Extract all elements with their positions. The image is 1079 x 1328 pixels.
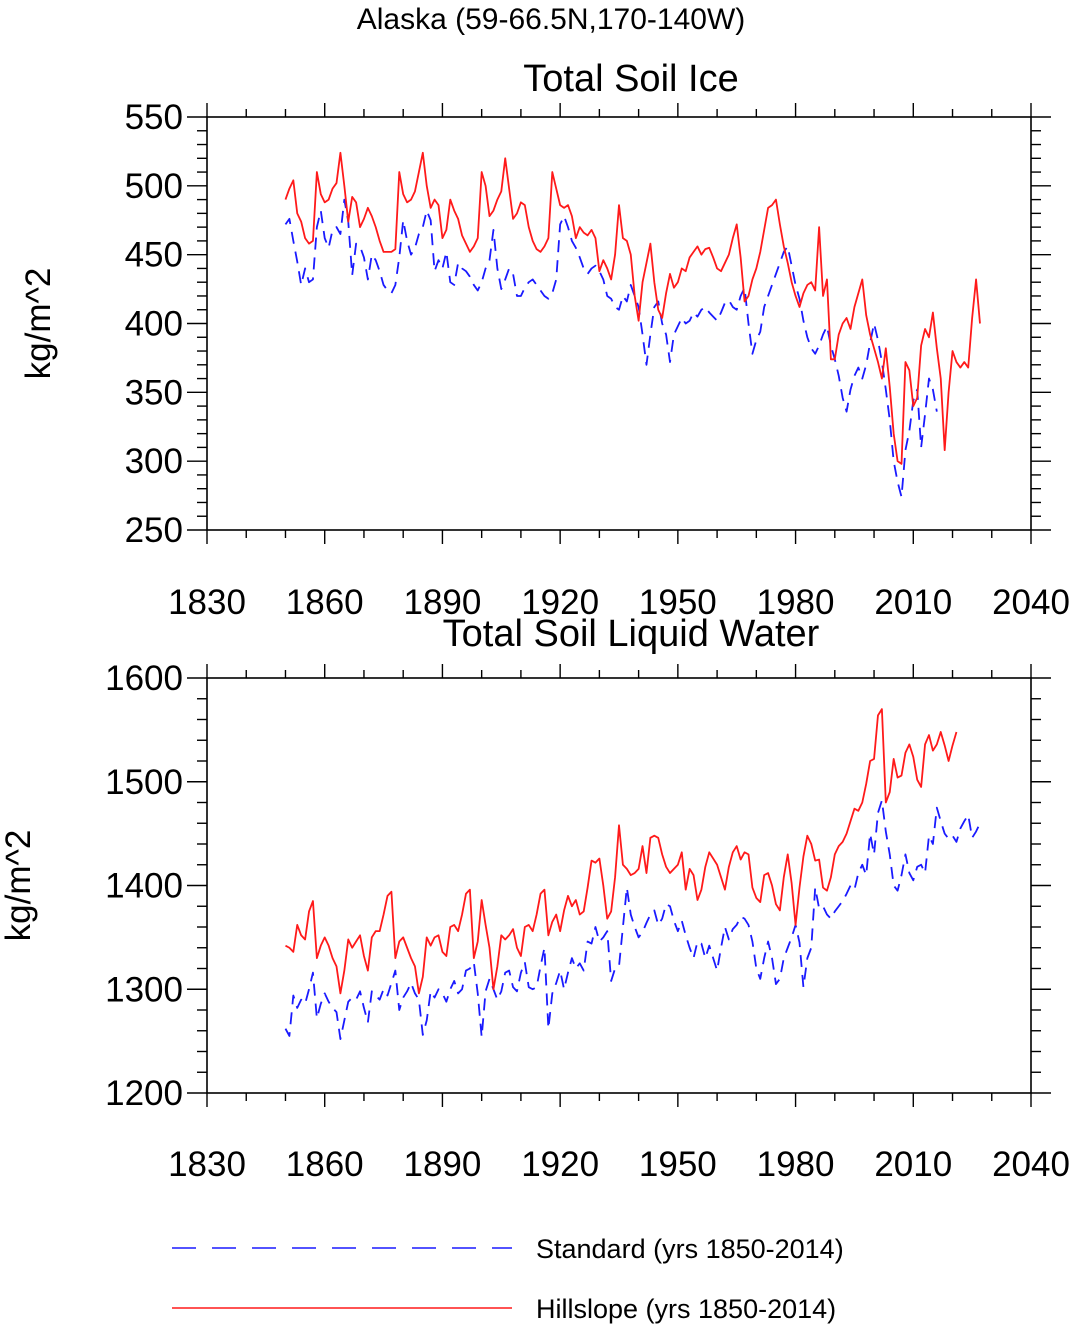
x-tick-label: 2010	[874, 583, 952, 622]
series-line-hillslope	[285, 708, 958, 995]
x-tick-label: 1920	[521, 1145, 599, 1184]
x-tick-label: 2040	[992, 583, 1070, 622]
series-line-standard	[284, 799, 981, 1040]
legend: Standard (yrs 1850-2014) Hillslope (yrs …	[172, 1234, 844, 1324]
y-tick-label: 1600	[105, 659, 183, 698]
x-tick-label: 1920	[521, 583, 599, 622]
y-tick-label: 250	[125, 511, 183, 550]
chart-title: Total Soil Liquid Water	[443, 613, 820, 655]
x-tick-label: 1890	[403, 1145, 481, 1184]
x-tick-label: 1830	[168, 583, 246, 622]
y-tick-label: 1200	[105, 1074, 183, 1113]
x-tick-label: 2010	[874, 1145, 952, 1184]
panel-total-soil-ice: Total Soil Ice kg/m^2 1830 1860 1890 1920 1950…	[19, 58, 1070, 622]
series-line-standard	[284, 198, 938, 498]
legend-label-standard: Standard (yrs 1850-2014)	[536, 1234, 844, 1264]
y-tick-label: 450	[125, 236, 183, 275]
y-tick-label: 400	[125, 305, 183, 344]
x-tick-label: 1860	[286, 1145, 364, 1184]
series-line-hillslope	[284, 151, 981, 465]
x-tick-label: 1860	[286, 583, 364, 622]
y-tick-label: 500	[125, 167, 183, 206]
x-tick-label: 1980	[757, 1145, 835, 1184]
y-tick-label: 1500	[105, 763, 183, 802]
y-axis-label: kg/m^2	[19, 268, 58, 380]
panel-total-soil-liquid-water: Total Soil Liquid Water kg/m^2 1830 1860 189…	[0, 613, 1070, 1184]
y-tick-label: 1400	[105, 867, 183, 906]
x-tick-label: 1980	[757, 583, 835, 622]
y-tick-label: 300	[125, 442, 183, 481]
x-tick-label: 2040	[992, 1145, 1070, 1184]
x-tick-label: 1950	[639, 1145, 717, 1184]
plot-frame	[206, 677, 1032, 1094]
y-tick-label: 1300	[105, 970, 183, 1009]
x-tick-label: 1950	[639, 583, 717, 622]
y-axis-label: kg/m^2	[0, 830, 38, 942]
y-tick-label: 350	[125, 373, 183, 412]
figure-title: Alaska (59-66.5N,170-140W)	[357, 3, 746, 36]
plot-frame	[206, 116, 1032, 531]
y-tick-label: 550	[125, 98, 183, 137]
chart-title: Total Soil Ice	[523, 58, 738, 100]
x-tick-label: 1890	[403, 583, 481, 622]
legend-label-hillslope: Hillslope (yrs 1850-2014)	[536, 1294, 836, 1324]
x-tick-label: 1830	[168, 1145, 246, 1184]
